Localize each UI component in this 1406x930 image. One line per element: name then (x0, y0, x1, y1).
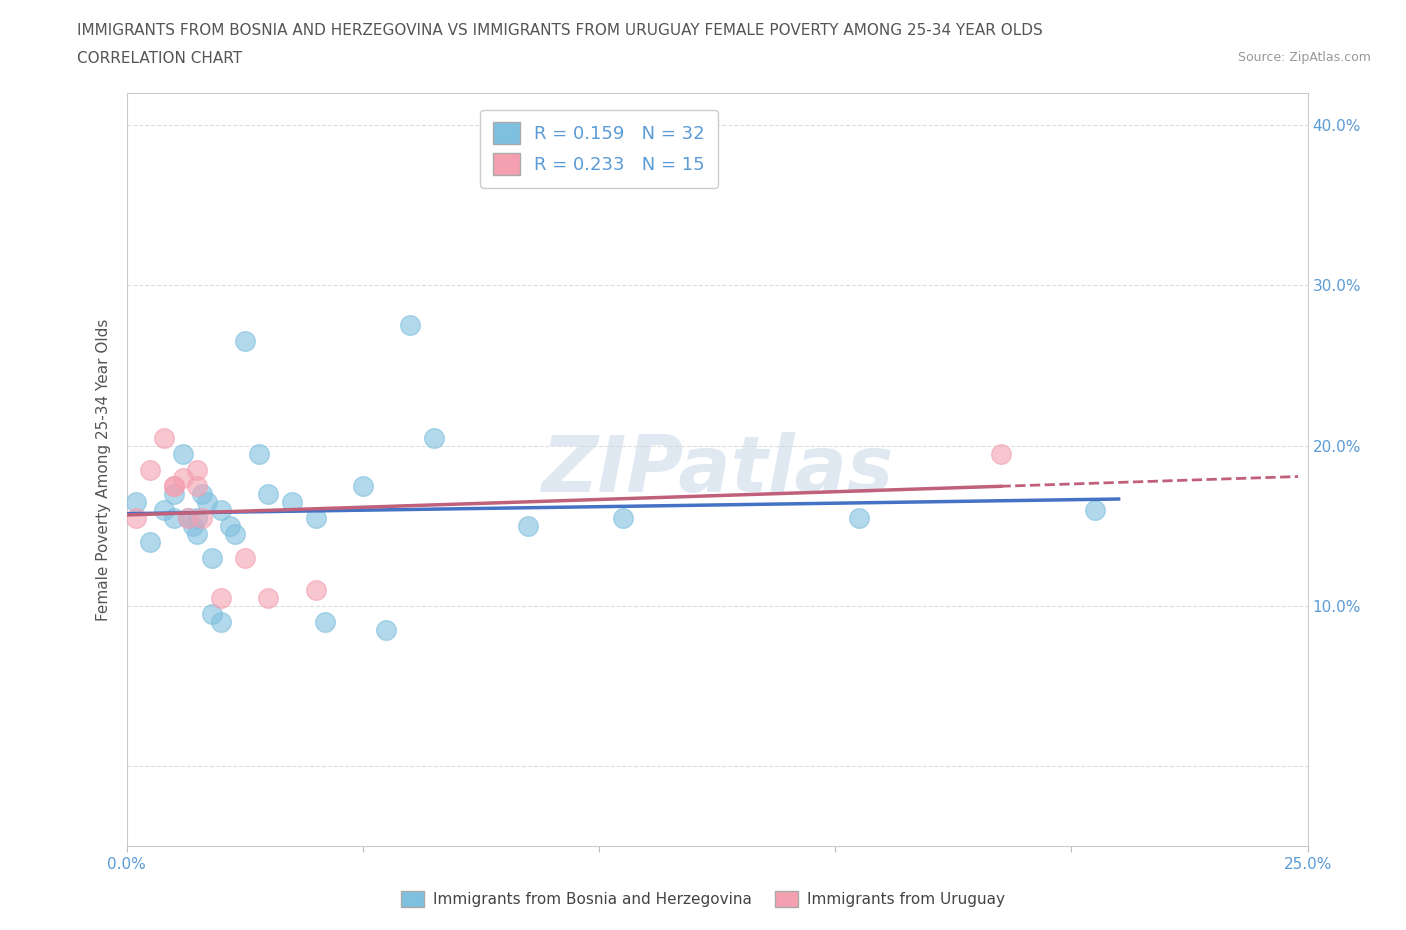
Point (191, 511, 214, 525)
Point (209, 502, 232, 517)
Point (163, 478, 186, 493)
Point (186, 526, 208, 541)
Point (612, 511, 634, 525)
Point (422, 431, 444, 445)
Point (172, 446, 194, 461)
Point (200, 606, 222, 621)
Point (247, 446, 270, 461)
Point (375, 622, 398, 637)
Point (352, 478, 374, 493)
Point (990, 446, 1012, 461)
Point (125, 511, 148, 525)
Text: Source: ZipAtlas.com: Source: ZipAtlas.com (1237, 51, 1371, 64)
Point (125, 494, 148, 509)
Point (177, 511, 200, 525)
Point (139, 462, 162, 477)
Point (191, 486, 214, 501)
Point (281, 494, 304, 509)
Point (163, 511, 186, 525)
Point (186, 462, 208, 477)
Legend: R = 0.159   N = 32, R = 0.233   N = 15: R = 0.159 N = 32, R = 0.233 N = 15 (481, 110, 717, 188)
Point (399, 318, 422, 333)
Point (304, 582, 326, 597)
Legend: Immigrants from Bosnia and Herzegovina, Immigrants from Uruguay: Immigrants from Bosnia and Herzegovina, … (395, 884, 1011, 913)
Point (209, 591, 232, 605)
Point (1084, 502, 1107, 517)
Point (200, 551, 222, 565)
Point (209, 615, 232, 630)
Text: ZIPatlas: ZIPatlas (541, 432, 893, 508)
Point (219, 518, 242, 533)
Point (257, 591, 280, 605)
Point (186, 511, 208, 525)
Point (848, 511, 870, 525)
Point (517, 518, 540, 533)
Point (153, 431, 176, 445)
Point (186, 478, 208, 493)
Point (224, 526, 246, 541)
Point (195, 494, 218, 509)
Text: IMMIGRANTS FROM BOSNIA AND HERZEGOVINA VS IMMIGRANTS FROM URUGUAY FEMALE POVERTY: IMMIGRANTS FROM BOSNIA AND HERZEGOVINA V… (77, 23, 1043, 38)
Y-axis label: Female Poverty Among 25-34 Year Olds: Female Poverty Among 25-34 Year Olds (96, 318, 111, 621)
Point (163, 478, 186, 493)
Point (304, 511, 326, 525)
Point (139, 535, 162, 550)
Point (181, 518, 204, 533)
Point (233, 551, 256, 565)
Point (314, 615, 336, 630)
Point (163, 486, 186, 501)
Point (177, 511, 200, 525)
Point (233, 334, 256, 349)
Point (172, 471, 194, 485)
Point (257, 486, 280, 501)
Text: CORRELATION CHART: CORRELATION CHART (77, 51, 242, 66)
Point (153, 502, 176, 517)
